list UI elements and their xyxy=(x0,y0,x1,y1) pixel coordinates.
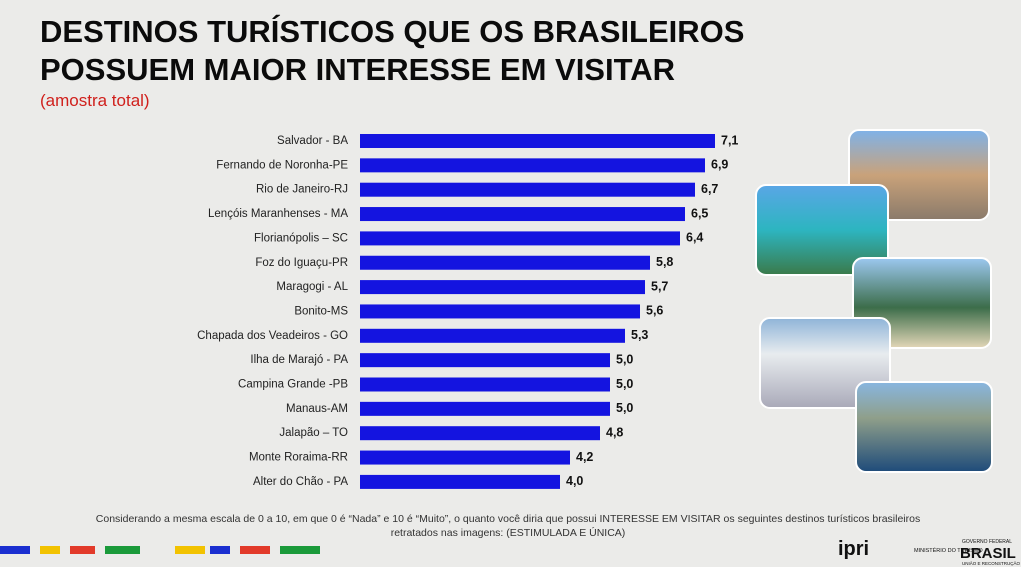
category-label: Maragogi - AL xyxy=(276,281,348,293)
category-label: Manaus-AM xyxy=(286,403,348,415)
category-label: Ilha de Marajó - PA xyxy=(250,354,348,366)
value-label: 5,8 xyxy=(656,255,673,269)
value-label: 5,0 xyxy=(616,401,633,415)
bar xyxy=(360,353,610,368)
bar xyxy=(360,134,715,148)
bar xyxy=(360,328,625,343)
category-label: Foz do Iguaçu-PR xyxy=(255,257,348,269)
logo-slogan: UNIÃO E RECONSTRUÇÃO xyxy=(962,560,1021,566)
bar xyxy=(360,304,640,319)
category-label: Fernando de Noronha-PE xyxy=(216,159,348,171)
value-label: 5,0 xyxy=(616,352,633,366)
value-label: 4,2 xyxy=(576,450,593,464)
photo xyxy=(755,184,889,276)
value-label: 4,0 xyxy=(566,474,583,488)
value-label: 6,7 xyxy=(701,182,718,196)
category-label: Alter do Chão - PA xyxy=(253,476,348,488)
bar xyxy=(360,474,560,489)
bar xyxy=(360,255,650,270)
bar xyxy=(360,231,680,246)
category-label: Bonito-MS xyxy=(294,305,348,317)
photos xyxy=(755,129,993,473)
subtitle: (amostra total) xyxy=(40,91,150,110)
bar xyxy=(360,426,600,441)
value-label: 6,9 xyxy=(711,158,728,172)
value-label: 7,1 xyxy=(721,133,738,147)
value-label: 5,0 xyxy=(616,377,633,391)
photo xyxy=(855,381,993,473)
title-line: POSSUEM MAIOR INTERESSE EM VISITAR xyxy=(40,52,675,87)
footnote: retratados nas imagens: (ESTIMULADA E ÚN… xyxy=(391,526,626,539)
value-label: 6,4 xyxy=(686,231,703,245)
bar xyxy=(360,158,705,173)
category-label: Jalapão – TO xyxy=(279,427,348,439)
category-label: Lençóis Maranhenses - MA xyxy=(208,208,348,220)
logo-ipri: ipri xyxy=(838,538,869,560)
logo-brasil: BRASIL xyxy=(960,545,1016,562)
footnote: Considerando a mesma escala de 0 a 10, e… xyxy=(96,513,920,525)
category-label: Monte Roraima-RR xyxy=(249,452,348,464)
bar xyxy=(360,280,645,295)
decor-strip xyxy=(0,546,320,554)
category-label: Florianópolis – SC xyxy=(254,232,348,244)
bar xyxy=(360,401,610,416)
category-label: Campina Grande -PB xyxy=(238,379,348,391)
category-label: Salvador - BA xyxy=(277,135,348,147)
value-label: 5,3 xyxy=(631,328,648,342)
value-label: 4,8 xyxy=(606,425,623,439)
logo-ministry: MINISTÉRIO DO TURISMO xyxy=(914,547,983,554)
logo-gov: GOVERNO FEDERAL xyxy=(962,539,1012,545)
category-label: Rio de Janeiro-RJ xyxy=(256,184,348,196)
bar xyxy=(360,182,695,197)
title-line: DESTINOS TURÍSTICOS QUE OS BRASILEIROS xyxy=(40,14,744,49)
value-label: 6,5 xyxy=(691,206,708,220)
bar xyxy=(360,377,610,392)
bar xyxy=(360,450,570,465)
logos: ipri MINISTÉRIO DO TURISMO GOVERNO FEDER… xyxy=(838,538,1021,566)
value-label: 5,6 xyxy=(646,304,663,318)
category-label: Chapada dos Veadeiros - GO xyxy=(197,330,348,342)
bar xyxy=(360,207,685,222)
value-label: 5,7 xyxy=(651,279,668,293)
